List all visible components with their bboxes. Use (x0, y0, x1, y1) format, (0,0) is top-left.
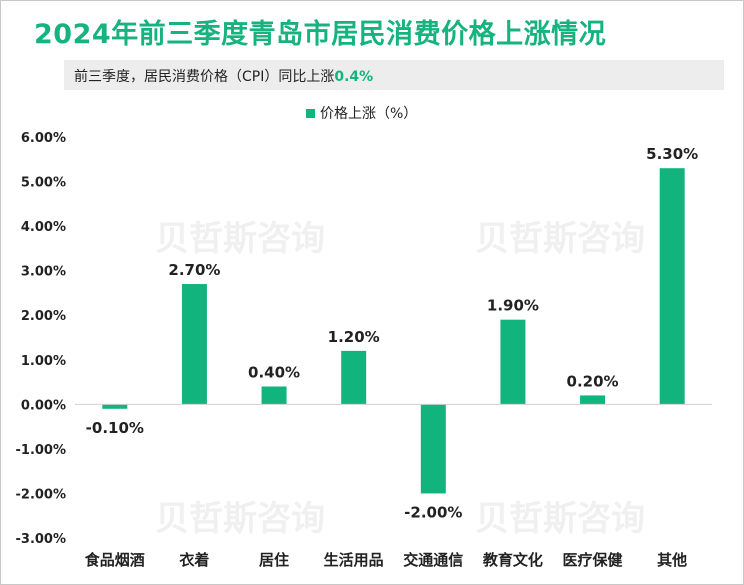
x-axis: 食品烟酒 衣着 居住 生活用品 交通通信 教育文化 医疗保健 其他 (85, 551, 687, 569)
y-tick-label: 6.00% (21, 131, 66, 146)
category-label-6: 教育文化 (482, 551, 543, 569)
bar-8 (659, 168, 685, 405)
data-label-5: -2.00% (404, 503, 462, 521)
y-tick-label: 0.00% (21, 398, 66, 413)
data-label-7: 0.20% (567, 372, 619, 390)
y-tick-label: -3.00% (16, 532, 67, 547)
y-tick-label: 3.00% (21, 265, 66, 280)
y-tick-label: 1.00% (21, 354, 66, 369)
data-label-2: 2.70% (168, 261, 220, 279)
bar-3 (261, 386, 287, 405)
y-axis: 6.00% 5.00% 4.00% 3.00% 2.00% 1.00% 0.00% -1.00… (16, 131, 67, 547)
watermark-text: 贝哲斯咨询 (155, 499, 325, 539)
data-label-3: 0.40% (248, 364, 300, 382)
watermark-text: 贝哲斯咨询 (475, 219, 645, 259)
bar-6 (500, 319, 526, 405)
y-tick-label: 2.00% (21, 309, 66, 324)
category-label-7: 医疗保健 (563, 551, 623, 569)
category-label-5: 交通通信 (403, 551, 463, 569)
category-label-8: 其他 (657, 551, 687, 569)
data-label-4: 1.20% (328, 328, 380, 346)
legend-swatch (306, 109, 315, 118)
subtitle-text: 前三季度，居民消费价格（CPI）同比上涨 (74, 69, 335, 85)
bar-5 (420, 404, 446, 494)
category-label-1: 食品烟酒 (85, 551, 145, 569)
y-tick-label: -2.00% (16, 487, 67, 502)
bar-1 (102, 404, 128, 409)
data-label-1: -0.10% (86, 419, 144, 437)
chart-title: 2024年前三季度青岛市居民消费价格上涨情况 (34, 19, 607, 50)
y-tick-label: -1.00% (16, 443, 67, 458)
bar-2 (181, 284, 207, 405)
y-tick-label: 5.00% (21, 176, 66, 191)
watermark-text: 贝哲斯咨询 (155, 219, 325, 259)
data-label-8: 5.30% (646, 145, 698, 163)
legend: 价格上涨（%） (306, 106, 417, 122)
data-labels: -0.10% 2.70% 0.40% 1.20% -2.00% 1.90% 0.20% 5.3… (86, 145, 699, 521)
category-label-2: 衣着 (179, 551, 209, 569)
bar-4 (341, 350, 367, 405)
watermark-text: 贝哲斯咨询 (475, 499, 645, 539)
category-label-3: 居住 (259, 551, 289, 569)
category-label-4: 生活用品 (324, 551, 384, 569)
bars (102, 168, 685, 494)
subtitle: 前三季度，居民消费价格（CPI）同比上涨0.4% (74, 66, 373, 86)
y-tick-label: 4.00% (21, 220, 66, 235)
subtitle-highlight-value: 0.4% (334, 69, 374, 85)
data-label-6: 1.90% (487, 297, 539, 315)
bar-7 (580, 395, 606, 405)
subtitle-box: 前三季度，居民消费价格（CPI）同比上涨0.4% (64, 60, 724, 90)
legend-label: 价格上涨（%） (320, 106, 417, 122)
